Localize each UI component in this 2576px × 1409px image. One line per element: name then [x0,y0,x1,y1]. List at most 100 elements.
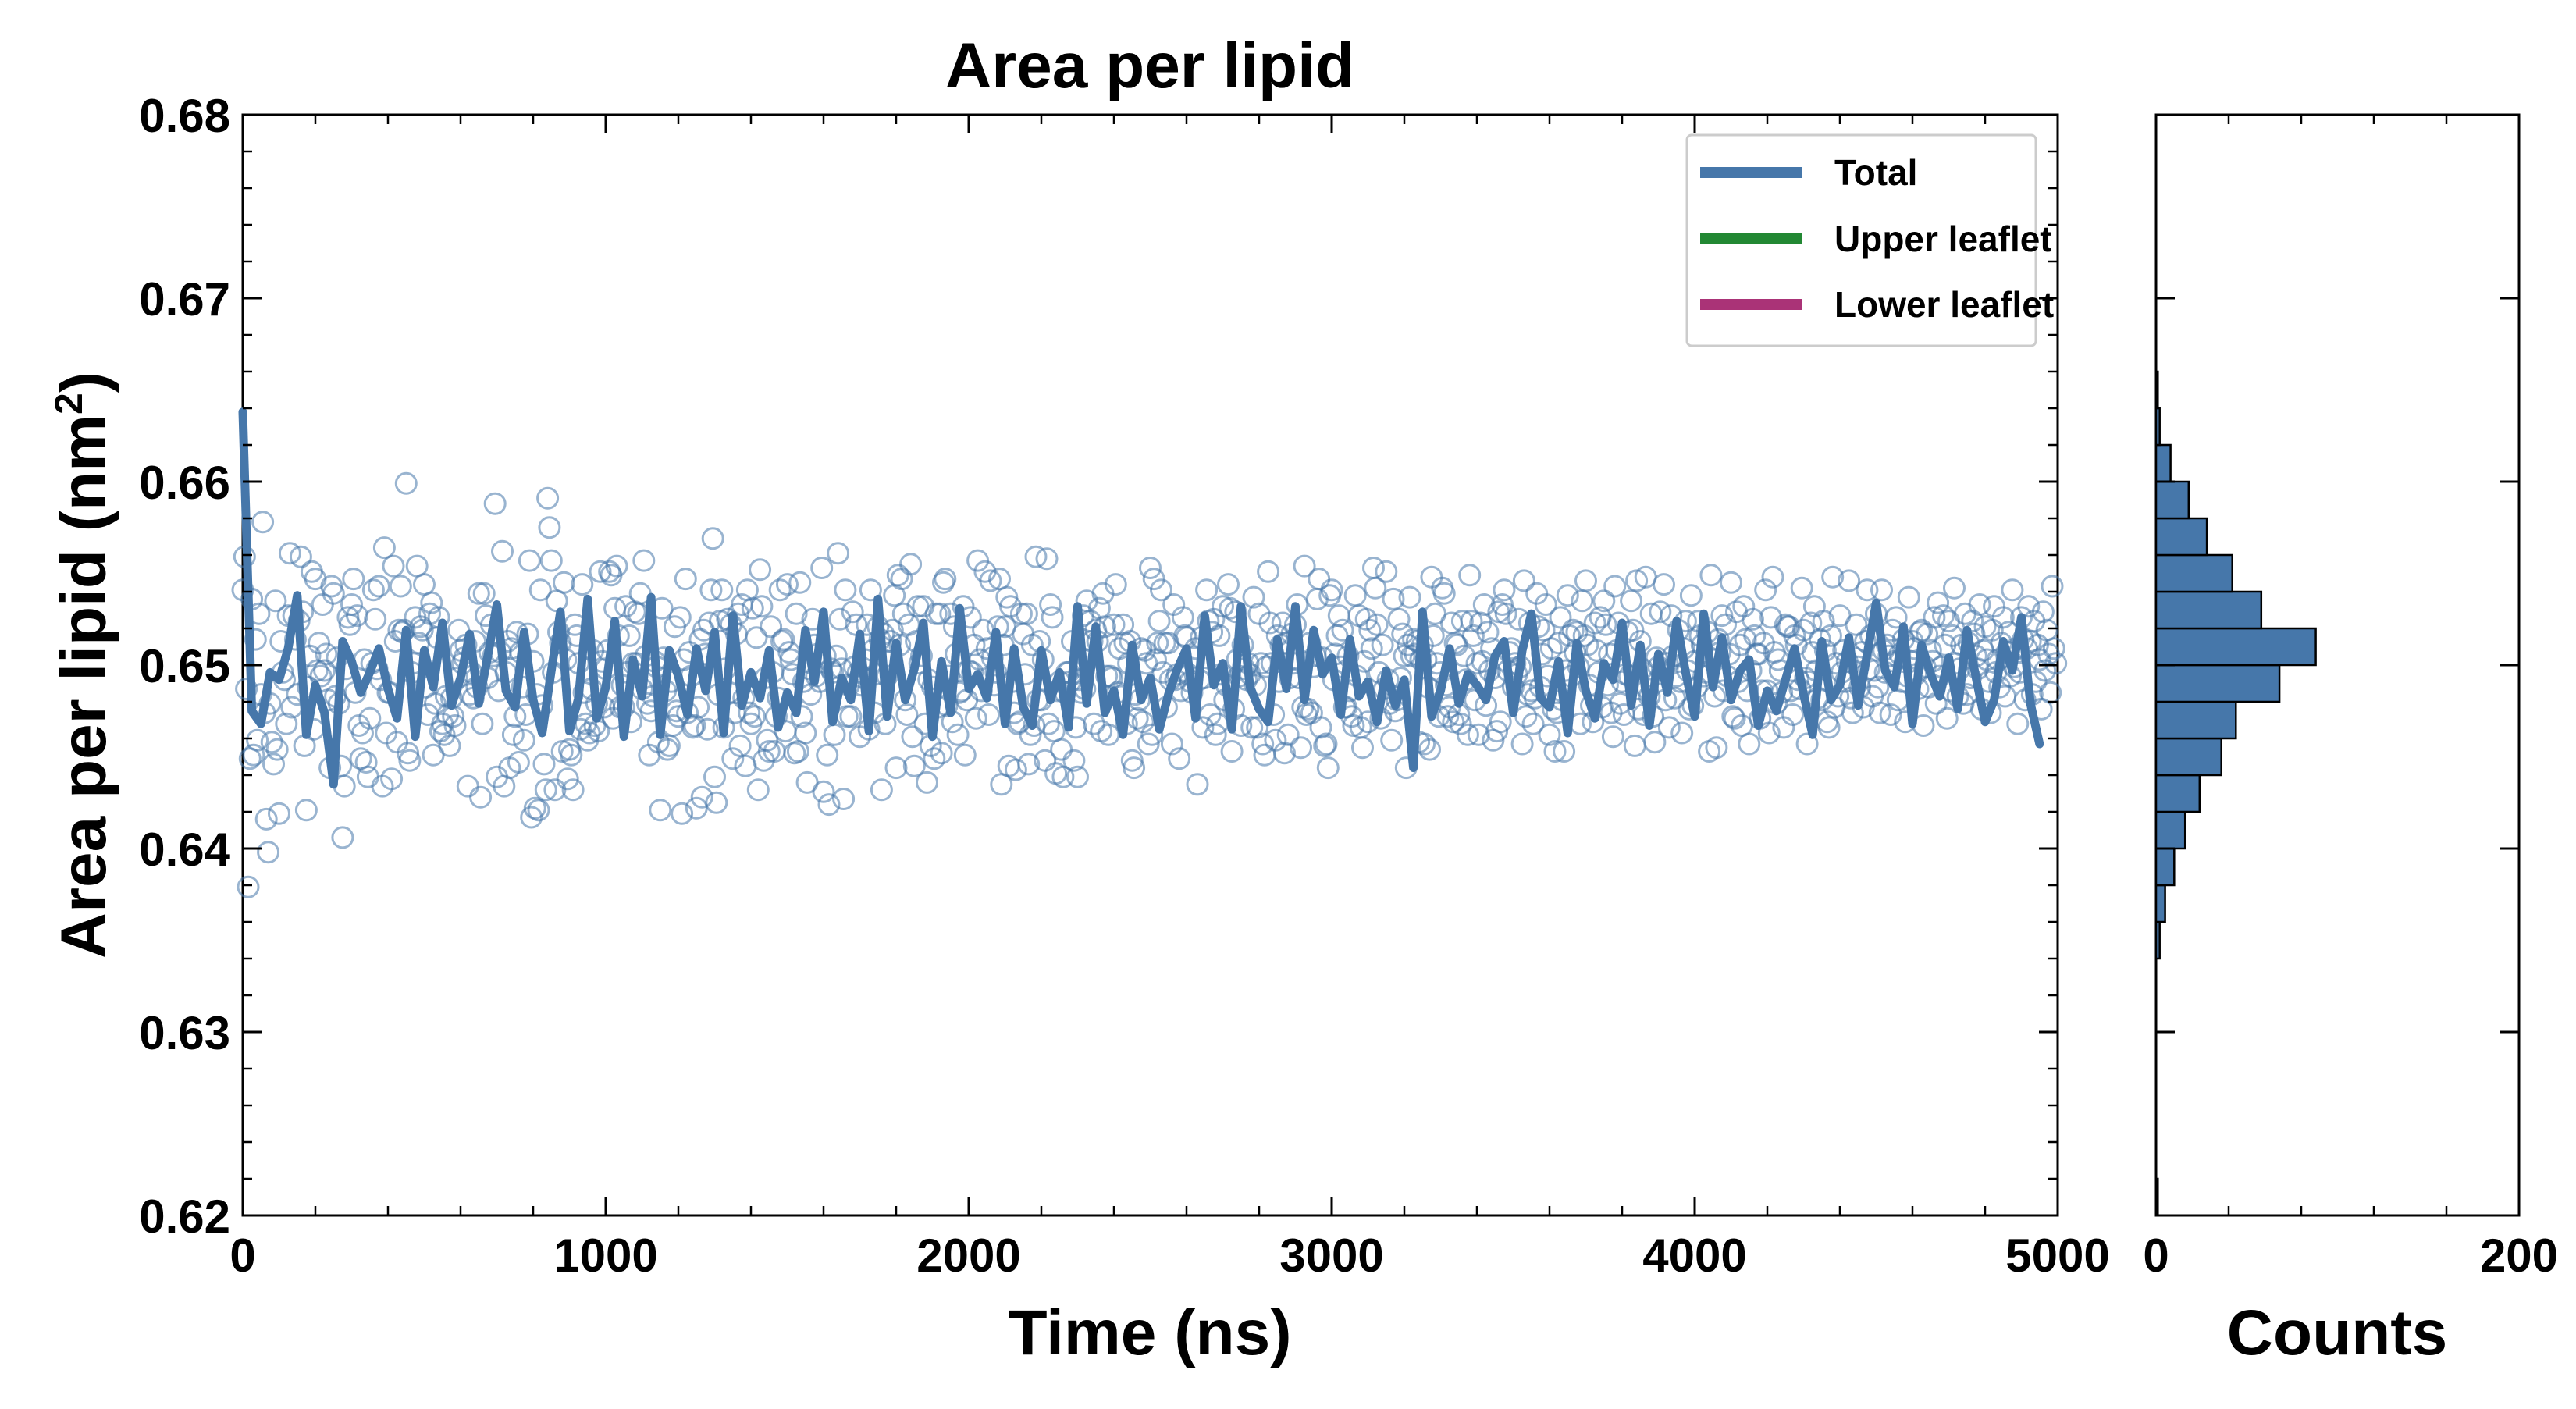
scatter-point [394,471,418,495]
scatter-point [1242,585,1265,609]
scatter-point [1140,723,1164,746]
scatter-point [1024,545,1048,568]
scatter-point [1331,618,1354,642]
scatter-point [235,678,258,700]
scatter-point [696,717,719,741]
scatter-point [916,770,938,794]
scatter-point [1391,622,1414,646]
scatter-point [1738,732,1761,756]
scatter-point [1364,576,1387,600]
scatter-point [1460,610,1483,633]
scatter-point [1868,701,1891,724]
scatter-point [834,578,857,602]
scatter-point [1538,723,1561,746]
scatter-point [772,628,795,651]
scatter-point [1553,740,1576,763]
scatter-point [1276,723,1300,746]
scatter-point [756,728,779,752]
scatter-point [768,578,792,602]
scatter-point [257,841,280,864]
histogram-bar [2154,884,2166,923]
scatter-point [1035,547,1059,571]
scatter-point [1510,732,1534,756]
scatter-point [760,615,783,639]
histogram-bar [2154,627,2317,667]
y-tick-label: 0.68 [139,90,230,142]
scatter-point [1795,732,1819,756]
x-axis-title: Time (ns) [1009,1297,1292,1368]
scatter-point [471,712,494,735]
scatter-point [1290,736,1312,760]
scatter-point [389,575,412,598]
scatter-point [1649,600,1672,624]
scatter-point [262,753,285,776]
scatter-point [469,785,493,809]
scatter-point [268,802,290,825]
scatter-point [745,626,768,649]
scatter-point [382,554,405,578]
scatter-point [1382,587,1405,610]
scatter-point [589,560,612,583]
scatter-point [728,734,752,757]
scatter-point [1512,569,1535,592]
scatter-point [1039,593,1062,616]
scatter-point [1812,610,1835,633]
histogram-bar [2154,920,2161,960]
scatter-point [895,703,919,726]
scatter-point [561,778,585,802]
scatter-point [1884,606,1908,629]
scatter-point [2031,600,2055,624]
scatter-point [483,492,507,515]
scatter-point [1866,675,1890,699]
scatter-point [1037,712,1060,735]
scatter-point [953,743,977,767]
scatter-point [891,602,915,625]
chart-title: Area per lipid [945,30,1354,101]
scatter-point [346,604,368,628]
scatter-point [1015,602,1038,625]
scatter-point [776,573,799,596]
scatter-point [1246,716,1269,739]
scatter-point [668,606,692,629]
histogram-bar [2154,480,2190,520]
line-layer [238,407,2044,789]
scatter-point [1398,585,1421,609]
scatter-point [420,591,443,614]
scatter-point [1723,706,1746,730]
scatter-point [1449,712,1472,735]
scatter-point [260,731,283,754]
scatter-point [1450,610,1474,633]
histogram-bar [2154,443,2172,483]
scatter-point [364,607,387,631]
y-tick-label: 0.67 [139,273,230,326]
scatter-point [1142,568,1165,591]
legend-label-upper-leaflet: Upper leaflet [1834,219,2052,259]
scatter-point [1757,721,1781,745]
scatter-point [698,611,720,635]
scatter-point [313,659,336,682]
x-tick-label: 5000 [2005,1229,2109,1282]
scatter-point [1935,706,1959,730]
scatter-point [1699,564,1723,587]
histogram-x-tick-label: 200 [2480,1229,2558,1282]
scatter-point [518,549,541,572]
scatter-point [1004,758,1027,781]
scatter-point [902,754,926,777]
scatter-point [1657,716,1681,739]
scatter-point [361,578,385,602]
scatter-point [1258,611,1282,635]
scatter-point [1790,576,1813,600]
scatter-point [832,788,856,810]
histogram-bar [2154,370,2159,410]
scatter-point [690,785,713,809]
scatter-point [351,721,374,745]
scatter-point [1923,606,1946,629]
histogram-bar [2154,664,2281,703]
scatter-point [275,712,298,735]
scatter-point [721,747,745,770]
scatter-point [1489,710,1512,734]
scatter-point [1521,712,1545,735]
scatter-point [534,778,557,802]
scatter-point [556,767,579,791]
